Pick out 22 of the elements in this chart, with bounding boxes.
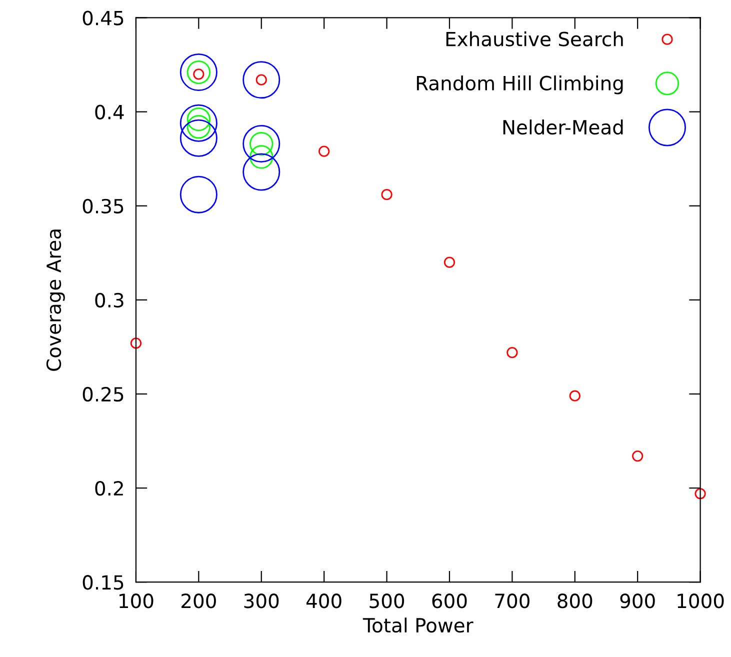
y-tick-label: 0.3 <box>95 292 124 308</box>
legend-label: Nelder-Mead <box>503 120 623 135</box>
legend-label: Exhaustive Search <box>446 31 623 46</box>
x-tick-label: 800 <box>558 594 592 608</box>
x-tick-label: 300 <box>244 594 279 608</box>
x-tick-label: 1000 <box>678 594 724 608</box>
x-tick-label: 500 <box>370 594 404 608</box>
x-tick-label: 100 <box>120 594 154 608</box>
x-tick-label: 900 <box>620 594 655 608</box>
y-axis-title: Coverage Area <box>46 230 65 371</box>
x-tick-label: 200 <box>182 594 216 608</box>
legend-label: Random Hill Climbing <box>416 75 623 94</box>
x-tick-label: 600 <box>432 594 467 608</box>
y-tick-label: 0.45 <box>82 10 124 26</box>
x-tick-label: 700 <box>495 594 530 608</box>
x-axis-title: Total Power <box>362 618 474 633</box>
x-tick-label: 400 <box>306 594 342 608</box>
y-tick-label: 0.25 <box>82 386 124 402</box>
y-tick-label: 0.15 <box>82 575 124 590</box>
y-tick-label: 0.2 <box>95 480 123 496</box>
y-tick-label: 0.4 <box>95 104 124 120</box>
y-tick-label: 0.35 <box>82 198 124 214</box>
